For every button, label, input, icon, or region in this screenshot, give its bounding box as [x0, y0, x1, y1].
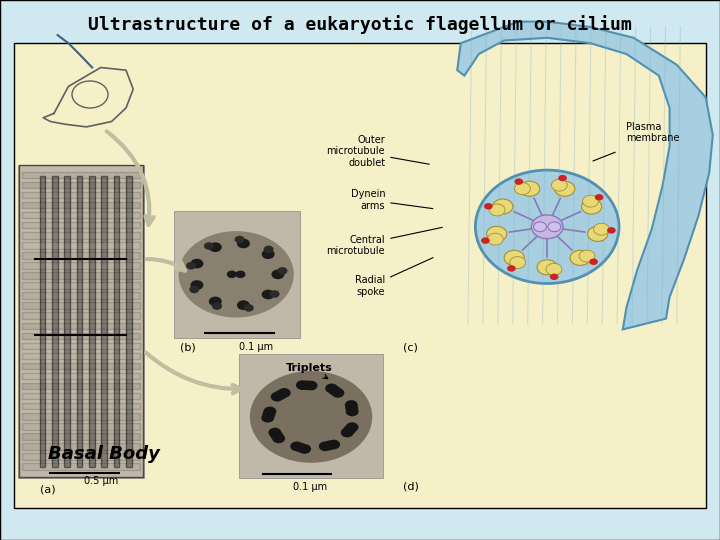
- FancyBboxPatch shape: [40, 176, 45, 467]
- Circle shape: [235, 236, 245, 244]
- Circle shape: [272, 434, 285, 443]
- FancyBboxPatch shape: [22, 343, 140, 349]
- Circle shape: [520, 181, 540, 197]
- Circle shape: [579, 250, 595, 262]
- Circle shape: [269, 290, 279, 298]
- Text: Plasma
membrane: Plasma membrane: [626, 122, 680, 143]
- FancyBboxPatch shape: [22, 373, 140, 379]
- FancyBboxPatch shape: [76, 176, 82, 467]
- Circle shape: [294, 443, 307, 453]
- Circle shape: [537, 260, 557, 275]
- Circle shape: [582, 199, 602, 214]
- FancyBboxPatch shape: [22, 172, 140, 178]
- Circle shape: [264, 246, 274, 253]
- FancyBboxPatch shape: [114, 176, 120, 467]
- Circle shape: [341, 428, 354, 437]
- Circle shape: [484, 203, 492, 210]
- FancyBboxPatch shape: [89, 176, 95, 467]
- Circle shape: [204, 242, 214, 250]
- Circle shape: [552, 179, 567, 191]
- Circle shape: [179, 231, 294, 318]
- Circle shape: [269, 428, 282, 437]
- Circle shape: [261, 289, 274, 299]
- FancyBboxPatch shape: [22, 363, 140, 369]
- Circle shape: [325, 383, 338, 393]
- Circle shape: [507, 265, 516, 272]
- FancyBboxPatch shape: [22, 413, 140, 420]
- FancyBboxPatch shape: [126, 176, 132, 467]
- Text: Radial
spoke: Radial spoke: [355, 258, 433, 297]
- Circle shape: [262, 410, 275, 420]
- Circle shape: [589, 259, 598, 265]
- Circle shape: [345, 403, 358, 413]
- Circle shape: [327, 440, 340, 449]
- Circle shape: [209, 242, 222, 252]
- Circle shape: [274, 390, 287, 400]
- FancyBboxPatch shape: [22, 403, 140, 409]
- Circle shape: [209, 296, 222, 306]
- Circle shape: [277, 267, 287, 275]
- FancyBboxPatch shape: [22, 353, 140, 359]
- Circle shape: [554, 181, 575, 197]
- FancyBboxPatch shape: [52, 176, 58, 467]
- Circle shape: [515, 183, 531, 194]
- FancyBboxPatch shape: [22, 433, 140, 440]
- Circle shape: [550, 274, 559, 280]
- Circle shape: [244, 304, 254, 312]
- Circle shape: [481, 238, 490, 244]
- Circle shape: [558, 175, 567, 181]
- Circle shape: [487, 233, 503, 245]
- Circle shape: [250, 371, 372, 463]
- Circle shape: [588, 226, 608, 241]
- FancyBboxPatch shape: [64, 176, 70, 467]
- FancyBboxPatch shape: [102, 176, 107, 467]
- Circle shape: [582, 195, 598, 207]
- Circle shape: [261, 249, 274, 259]
- Text: 0.5 μm: 0.5 μm: [84, 476, 118, 487]
- FancyBboxPatch shape: [22, 423, 140, 430]
- FancyBboxPatch shape: [22, 313, 140, 319]
- FancyBboxPatch shape: [22, 393, 140, 400]
- FancyBboxPatch shape: [22, 333, 140, 339]
- Circle shape: [548, 222, 561, 232]
- Circle shape: [264, 407, 276, 416]
- FancyBboxPatch shape: [22, 383, 140, 389]
- Circle shape: [270, 430, 283, 440]
- Circle shape: [328, 386, 341, 395]
- Circle shape: [492, 199, 513, 214]
- Circle shape: [531, 215, 563, 239]
- Circle shape: [346, 407, 359, 416]
- Circle shape: [305, 381, 318, 390]
- Text: (c): (c): [403, 343, 418, 353]
- Circle shape: [323, 441, 336, 450]
- Circle shape: [261, 413, 274, 423]
- Text: Dynein
arms: Dynein arms: [351, 189, 433, 211]
- Text: Outer
microtubule
doublet: Outer microtubule doublet: [327, 134, 429, 168]
- Circle shape: [593, 223, 609, 235]
- Circle shape: [346, 422, 359, 432]
- Text: 0.1 μm: 0.1 μm: [238, 342, 273, 352]
- FancyBboxPatch shape: [22, 302, 140, 309]
- FancyBboxPatch shape: [239, 354, 383, 478]
- PathPatch shape: [457, 22, 713, 329]
- Circle shape: [278, 388, 291, 398]
- Circle shape: [546, 264, 562, 275]
- FancyBboxPatch shape: [22, 322, 140, 329]
- Circle shape: [345, 400, 358, 410]
- Circle shape: [290, 442, 303, 451]
- Text: (a): (a): [40, 485, 55, 495]
- Circle shape: [186, 262, 196, 269]
- Circle shape: [504, 250, 524, 265]
- FancyBboxPatch shape: [22, 252, 140, 259]
- FancyBboxPatch shape: [22, 292, 140, 299]
- Circle shape: [331, 388, 344, 398]
- Circle shape: [300, 381, 313, 390]
- Text: (d): (d): [403, 482, 419, 492]
- Circle shape: [510, 256, 526, 268]
- Text: Basal Body: Basal Body: [48, 444, 161, 463]
- Circle shape: [487, 226, 507, 241]
- FancyBboxPatch shape: [22, 182, 140, 188]
- FancyBboxPatch shape: [22, 222, 140, 228]
- FancyBboxPatch shape: [22, 262, 140, 269]
